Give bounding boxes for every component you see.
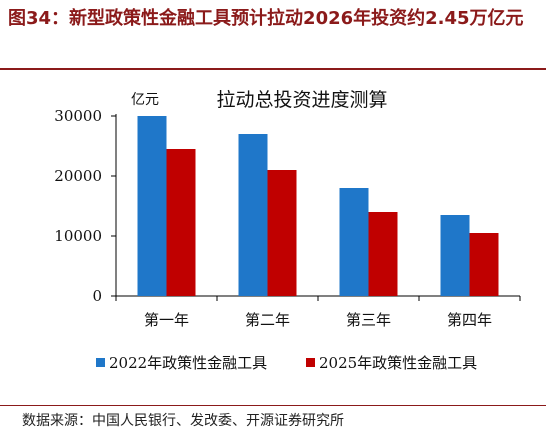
y-unit-label: 亿元 [131,92,159,108]
legend: 2022年政策性金融工具 2025年政策性金融工具 [96,354,477,372]
title-rule [0,68,546,70]
chart-title: 拉动总投资进度测算 [216,89,387,111]
figure-title: 图34：新型政策性金融工具预计拉动2026年投资约2.45万亿元 [8,8,524,29]
source-note: 数据来源：中国人民银行、发改委、开源证券研究所 [22,413,344,429]
y-tick-label: 20000 [54,167,102,185]
x-tick-label: 第三年 [346,311,391,329]
bar-1-1 [137,116,167,296]
bar-2-4 [469,233,499,296]
legend-swatch-2 [306,358,315,367]
x-tick-label: 第四年 [447,311,492,329]
y-tick-label: 10000 [54,227,102,245]
bar-2-1 [166,149,196,296]
y-tick-label: 30000 [54,107,102,125]
bar-1-4 [440,215,470,296]
bar-2-2 [267,170,297,296]
bar-1-2 [238,134,268,296]
bar-2-3 [368,212,398,296]
x-tick-label: 第二年 [245,311,290,329]
plot-area: 0 10000 20000 30000 第一年 第二年 第三年 第四年 [54,107,521,329]
x-tick-label: 第一年 [144,311,189,329]
bar-chart: 拉动总投资进度测算 亿元 0 10000 20000 30000 第一年 第二年 第三年 第四… [54,89,521,372]
legend-label-1: 2022年政策性金融工具 [109,354,267,372]
legend-label-2: 2025年政策性金融工具 [319,354,477,372]
legend-swatch-1 [96,358,105,367]
source-rule [0,405,546,406]
y-tick-label: 0 [92,287,102,305]
bar-1-3 [339,188,369,296]
